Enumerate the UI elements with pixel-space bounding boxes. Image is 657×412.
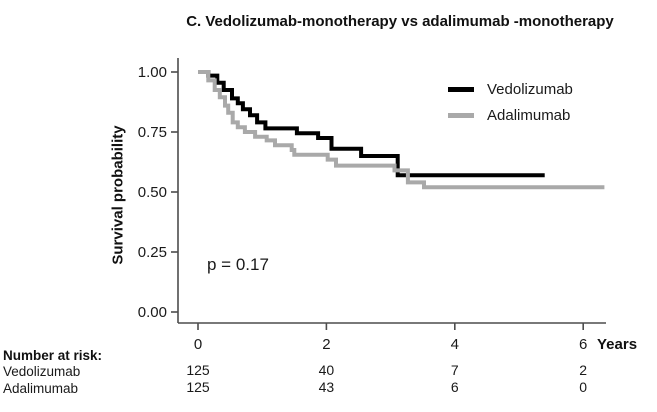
- legend-item-adalimumab: Adalimumab: [448, 102, 573, 128]
- legend-label-adalimumab: Adalimumab: [487, 106, 571, 124]
- risk-count-vedolizumab-t2: 40: [319, 362, 335, 378]
- chart-title: C. Vedolizumab-monotherapy vs adalimumab…: [186, 13, 614, 30]
- risk-count-vedolizumab-t4: 7: [451, 362, 459, 378]
- risk-count-vedolizumab-t0: 125: [186, 362, 210, 378]
- y-tick-label: 0.25: [138, 244, 167, 261]
- survival-curve-vedolizumab: [198, 70, 545, 178]
- y-tick-label: 0.00: [138, 304, 167, 321]
- x-tick-label: 0: [194, 336, 202, 353]
- y-tick-label: 1.00: [138, 64, 167, 81]
- x-tick-label: 4: [451, 336, 459, 353]
- risk-count-adalimumab-t2: 43: [319, 379, 335, 395]
- risk-row-label-vedolizumab: Vedolizumab: [3, 364, 81, 379]
- vedolizumab-line-swatch-icon: [448, 86, 474, 92]
- p-value-annotation: p = 0.17: [207, 255, 269, 274]
- risk-count-vedolizumab-t6: 2: [579, 362, 587, 378]
- legend-label-vedolizumab: Vedolizumab: [487, 80, 573, 98]
- risk-count-adalimumab-t0: 125: [186, 379, 210, 395]
- y-tick-label: 0.75: [138, 124, 167, 141]
- x-axis-label: Years: [597, 336, 638, 353]
- risk-row-label-adalimumab: Adalimumab: [3, 381, 79, 396]
- legend: Vedolizumab Adalimumab: [448, 76, 573, 128]
- adalimumab-line-swatch-icon: [448, 112, 474, 118]
- legend-item-vedolizumab: Vedolizumab: [448, 76, 573, 102]
- x-tick-label: 6: [579, 336, 587, 353]
- risk-count-adalimumab-t6: 0: [579, 379, 587, 395]
- x-tick-label: 2: [322, 336, 330, 353]
- risk-count-adalimumab-t4: 6: [451, 379, 459, 395]
- risk-table-header: Number at risk:: [3, 348, 103, 363]
- survival-curve-adalimumab: [198, 70, 605, 190]
- y-tick-label: 0.50: [138, 184, 167, 201]
